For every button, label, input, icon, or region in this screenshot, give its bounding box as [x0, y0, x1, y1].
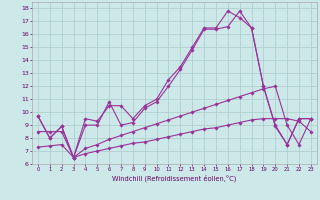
X-axis label: Windchill (Refroidissement éolien,°C): Windchill (Refroidissement éolien,°C) — [112, 174, 236, 182]
